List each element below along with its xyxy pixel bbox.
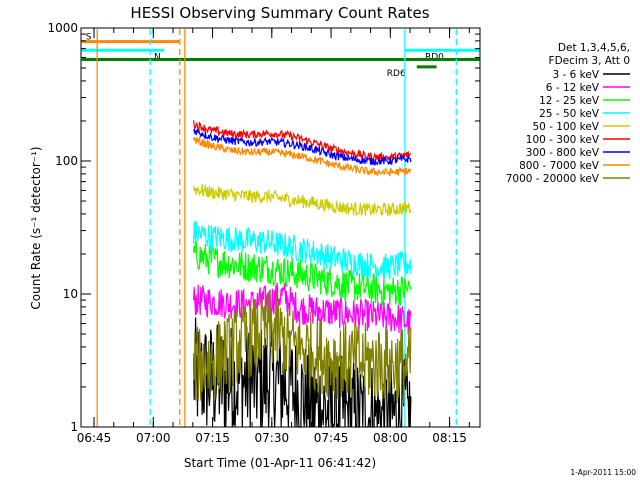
y-axis-label: Count Rate (s⁻¹ detector⁻¹)	[29, 146, 43, 309]
y-tick-label: 1000	[47, 21, 78, 35]
flag-label-rd0: RD0	[425, 52, 444, 62]
chart-title: HESSI Observing Summary Count Rates	[130, 4, 429, 22]
legend-header-line-2: FDecim 3, Att 0	[549, 55, 630, 67]
x-tick-label: 07:30	[255, 431, 290, 445]
plot-frame	[80, 27, 481, 428]
generation-timestamp: 1-Apr-2011 15:00	[570, 468, 636, 477]
legend-label-12-25-kev: 12 - 25 keV	[539, 95, 600, 107]
flag-label-n: N	[154, 52, 161, 62]
x-axis: 06:45 07:00 07:15 07:30 07:45 08:00 08:15	[77, 28, 470, 445]
series-line-300-800-kev	[193, 127, 412, 166]
y-tick-label: 10	[63, 287, 78, 301]
y-tick-label: 100	[55, 154, 78, 168]
x-tick-label: 07:00	[136, 431, 171, 445]
legend-label-800-7000-kev: 800 - 7000 keV	[519, 160, 600, 172]
x-tick-label: 08:15	[432, 431, 467, 445]
legend-label-100-300-kev: 100 - 300 keV	[526, 134, 600, 146]
series-line-7000-20000-kev	[193, 291, 412, 404]
x-axis-label: Start Time (01-Apr-11 06:41:42)	[184, 456, 376, 470]
legend-label-6-12-kev: 6 - 12 keV	[546, 82, 600, 94]
legend-label-300-800-kev: 300 - 800 keV	[526, 147, 600, 159]
legend-label-50-100-kev: 50 - 100 keV	[532, 121, 599, 133]
legend-header-line-1: Det 1,3,4,5,6,	[558, 42, 630, 54]
flag-label-s: S	[86, 33, 92, 43]
series-line-50-100-kev	[193, 184, 412, 217]
legend-label-3-6-kev: 3 - 6 keV	[552, 69, 599, 81]
series-line-6-12-kev	[193, 282, 412, 335]
x-tick-label: 08:00	[373, 431, 408, 445]
y-axis: 1 10 100 1000	[47, 21, 480, 434]
legend-label-7000-20000-kev: 7000 - 20000 keV	[506, 173, 600, 185]
flag-label-rd6: RD6	[387, 69, 406, 79]
series-line-800-7000-kev	[193, 135, 412, 177]
annotation-flags: S N RD0 RD6	[81, 33, 480, 79]
legend: Det 1,3,4,5,6, FDecim 3, Att 0 3 - 6 keV…	[506, 42, 630, 185]
series-line-100-300-kev	[193, 120, 412, 163]
x-tick-label: 07:15	[195, 431, 230, 445]
legend-label-25-50-kev: 25 - 50 keV	[539, 108, 600, 120]
x-tick-label: 06:45	[77, 431, 112, 445]
y-tick-label: 1	[70, 420, 78, 434]
x-tick-label: 07:45	[314, 431, 349, 445]
series-line-25-50-kev	[193, 221, 412, 280]
series-group	[193, 120, 412, 428]
series-line-12-25-kev	[193, 239, 412, 306]
